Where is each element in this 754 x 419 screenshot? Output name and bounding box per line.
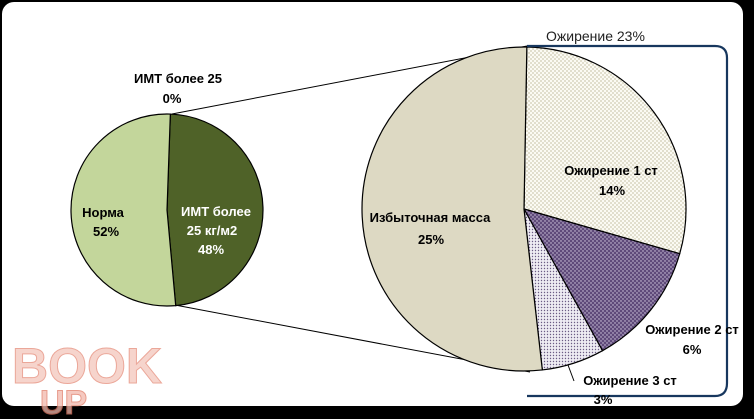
label-excess-pct: 25% (418, 232, 444, 247)
label-obesity2-pct: 6% (683, 342, 702, 357)
pie-slice-obesity2 (522, 208, 681, 352)
label-obesity3-name: Ожирение 3 ст (583, 373, 677, 388)
label-imt-zero-pct: 0% (163, 91, 182, 106)
label-norma-name: Норма (82, 205, 125, 220)
label-imt-kgm2-line1: ИМТ более (181, 204, 251, 219)
watermark-up: UP (40, 384, 87, 419)
label-imt-zero-name: ИМТ более 25 (134, 71, 222, 86)
obesity-bracket (527, 44, 729, 398)
label-norma-pct: 52% (93, 224, 119, 239)
pie-slice-excess (361, 46, 544, 372)
watermark-book: BOOK (12, 338, 162, 394)
pie-slice-obesity1 (523, 46, 687, 255)
pie-slice-imt_over25_kgm2 (166, 113, 264, 307)
breakdown-pie (361, 46, 687, 372)
label-obesity1-pct: 14% (599, 183, 625, 198)
label-excess-name: Избыточная масса (370, 210, 492, 225)
bracket-label: Ожирение 23% (546, 28, 645, 44)
watermark-logo: BOOK UP (12, 338, 163, 419)
leader-obesity3 (567, 364, 575, 382)
label-imt-kgm2-pct: 48% (198, 242, 224, 257)
pie-slice-norma (70, 113, 177, 307)
primary-pie (70, 113, 264, 307)
label-obesity3-pct: 3% (594, 392, 613, 407)
label-imt-kgm2-line2: 25 кг/м2 (187, 223, 237, 238)
label-obesity1-name: Ожирение 1 ст (564, 163, 658, 178)
label-obesity2-name: Ожирение 2 ст (645, 322, 739, 337)
